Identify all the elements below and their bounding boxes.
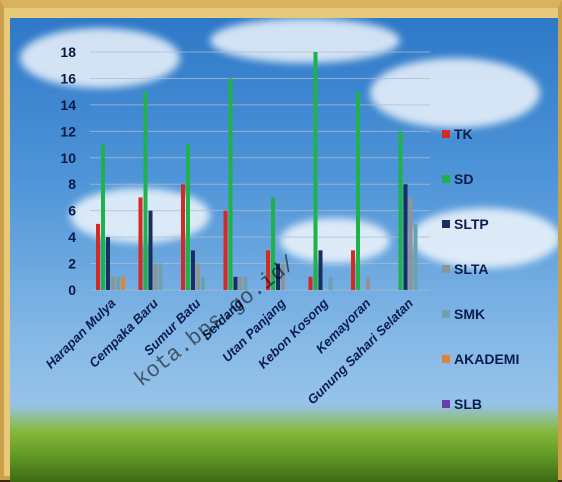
bar-sd-6: [356, 91, 360, 291]
bar-slta-2: [196, 263, 200, 290]
bar-tk-6: [351, 250, 355, 290]
bar-slta-1: [153, 263, 158, 290]
bar-smk-5: [328, 276, 333, 290]
bar-sd-4: [271, 197, 275, 290]
legend-label-slta: SLTA: [454, 261, 488, 277]
bar-sd-2: [186, 144, 190, 290]
y-tick-label: 4: [68, 229, 76, 245]
y-tick-label: 10: [60, 150, 76, 166]
bar-tk-2: [181, 184, 185, 290]
legend-label-smk: SMK: [454, 306, 485, 322]
bar-smk-0: [116, 276, 120, 290]
bar-tk-4: [266, 250, 270, 290]
legend-label-sltp: SLTP: [454, 216, 489, 232]
bar-smk-3: [243, 276, 248, 290]
bar-sd-3: [228, 78, 233, 290]
bar-tk-0: [96, 223, 100, 290]
bar-smk-2: [201, 276, 205, 290]
legend-swatch-slta: [442, 265, 450, 273]
bar-slta-6: [366, 276, 370, 290]
bar-sd-1: [143, 91, 148, 291]
legend-label-akademi: AKADEMI: [454, 351, 519, 367]
cloud: [210, 18, 400, 63]
y-tick-label: 0: [68, 282, 76, 298]
legend-swatch-slb: [442, 400, 450, 408]
y-tick-label: 16: [60, 70, 76, 86]
bar-sd-7: [398, 131, 403, 290]
legend-swatch-sltp: [442, 220, 450, 228]
cloud: [280, 218, 390, 263]
category-label: Harapan Mulya: [42, 296, 118, 372]
bar-sltp-4: [276, 263, 280, 290]
bar-tk-3: [223, 210, 228, 290]
y-tick-label: 2: [68, 256, 76, 272]
bar-sltp-0: [106, 237, 110, 290]
legend-swatch-tk: [442, 130, 450, 138]
bar-akademi-0: [121, 276, 125, 290]
y-tick-label: 14: [60, 97, 76, 113]
bar-slta-0: [111, 276, 115, 290]
bar-sltp-1: [148, 210, 153, 290]
bar-slta-7: [408, 197, 413, 290]
bar-sltp-2: [191, 250, 195, 290]
bar-sltp-3: [233, 276, 238, 290]
y-tick-label: 18: [60, 44, 76, 60]
legend-swatch-sd: [442, 175, 450, 183]
bar-tk-5: [308, 276, 313, 290]
legend-swatch-akademi: [442, 355, 450, 363]
bar-sltp-5: [318, 250, 323, 290]
legend-label-slb: SLB: [454, 396, 482, 412]
legend-label-sd: SD: [454, 171, 473, 187]
legend-label-tk: TK: [454, 126, 473, 142]
y-tick-label: 8: [68, 176, 76, 192]
y-tick-label: 12: [60, 123, 76, 139]
cloud: [370, 58, 540, 128]
bar-sd-5: [313, 52, 318, 290]
bar-slta-4: [281, 263, 285, 290]
chart-panel: 0 2 4 6 8 10 12 14 16 18 Harapan Mulya Cempaka Baru…: [10, 18, 558, 482]
y-tick-label: 6: [68, 203, 76, 219]
bar-smk-1: [158, 263, 163, 290]
bar-sltp-7: [403, 184, 408, 290]
cloud: [410, 208, 558, 268]
bar-slta-3: [238, 276, 243, 290]
bar-smk-7: [413, 223, 418, 290]
legend-swatch-smk: [442, 310, 450, 318]
bar-tk-1: [138, 197, 143, 290]
bar-sd-0: [101, 144, 105, 290]
grass-background: [10, 404, 558, 482]
